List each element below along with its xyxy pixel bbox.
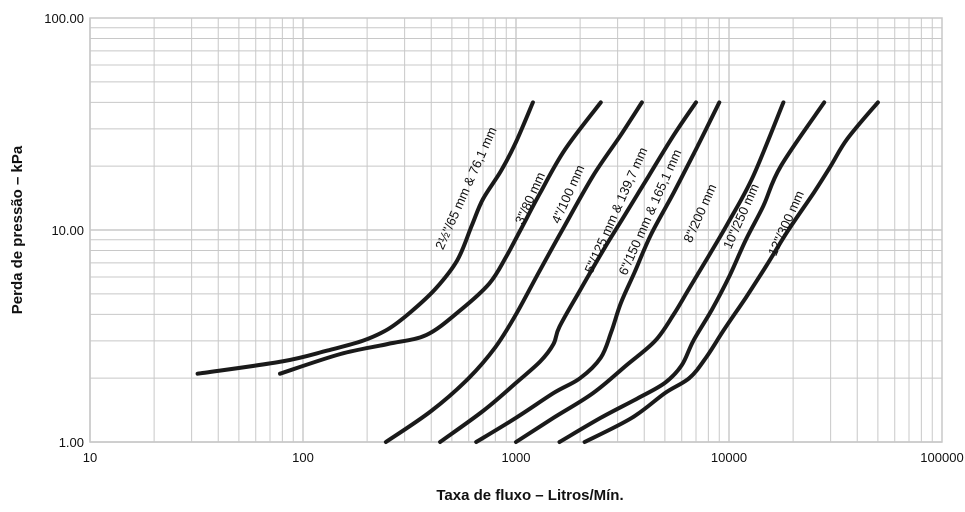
series-line — [195, 100, 535, 376]
x-tick-label: 100 — [292, 450, 314, 465]
series-line — [383, 100, 644, 444]
series-line — [474, 100, 722, 444]
series-line — [514, 100, 786, 444]
x-tick-label: 1000 — [502, 450, 531, 465]
series-lines — [195, 100, 880, 444]
plot-grid — [89, 18, 942, 443]
x-tick-label: 10 — [83, 450, 97, 465]
series-line — [557, 100, 827, 444]
y-tick-label: 10.00 — [51, 223, 84, 238]
y-axis-title: Perda de pressão – kPa — [9, 145, 26, 314]
series-line — [582, 100, 880, 444]
tick-labels: 10 100 1000 10000 100000 1.00 10.00 100.00 — [44, 11, 963, 465]
y-tick-label: 1.00 — [59, 435, 84, 450]
x-tick-label: 10000 — [711, 450, 747, 465]
series-line — [438, 100, 698, 444]
y-tick-label: 100.00 — [44, 11, 84, 26]
x-tick-label: 100000 — [920, 450, 963, 465]
x-axis-title: Taxa de fluxo – Litros/Mín. — [436, 487, 623, 504]
series-line — [278, 100, 603, 376]
